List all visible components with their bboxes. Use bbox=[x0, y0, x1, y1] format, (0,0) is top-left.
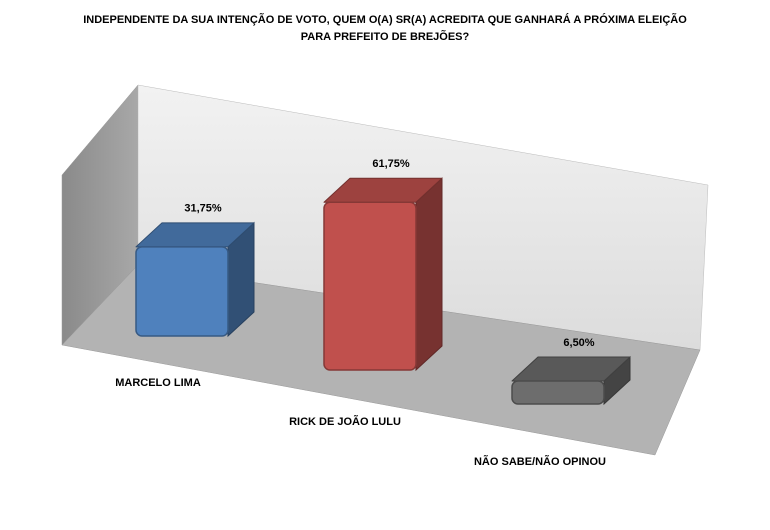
x-tick-label: NÃO SABE/NÃO OPINOU bbox=[474, 455, 606, 468]
value-label: 6,50% bbox=[563, 337, 594, 349]
value-label: 31,75% bbox=[184, 203, 222, 215]
bar bbox=[323, 201, 417, 371]
chart-title: PARA PREFEITO DE BREJÕES? bbox=[301, 30, 470, 43]
x-tick-label: MARCELO LIMA bbox=[115, 377, 201, 389]
bar bbox=[511, 380, 605, 405]
chart-title: INDEPENDENTE DA SUA INTENÇÃO DE VOTO, QU… bbox=[83, 13, 687, 26]
bar-side bbox=[415, 177, 443, 372]
value-label: 61,75% bbox=[372, 158, 410, 170]
x-tick-label: RICK DE JOÃO LULU bbox=[289, 415, 401, 428]
bar bbox=[135, 246, 229, 337]
